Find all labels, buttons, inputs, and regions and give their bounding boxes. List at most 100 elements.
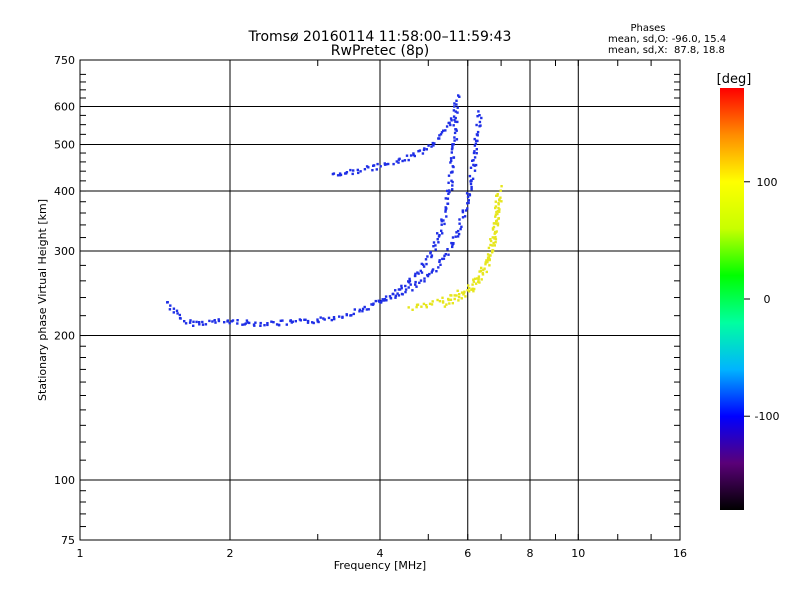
data-point (467, 199, 470, 202)
data-point (231, 319, 235, 322)
data-point (253, 324, 256, 327)
data-point (470, 179, 473, 183)
data-point (430, 303, 434, 306)
data-point (473, 287, 476, 291)
data-point (454, 110, 457, 113)
data-point (452, 115, 456, 118)
data-point (452, 109, 456, 112)
data-point (345, 171, 349, 174)
data-point (489, 239, 493, 243)
data-point (493, 232, 496, 235)
y-tick-label: 100 (54, 474, 75, 487)
data-point (484, 263, 487, 266)
data-point (451, 180, 454, 184)
data-point (475, 123, 478, 127)
data-point (467, 284, 470, 287)
data-point (458, 95, 461, 98)
data-point (474, 282, 478, 285)
data-point (485, 270, 488, 274)
data-point (438, 260, 441, 263)
data-point (465, 192, 469, 195)
data-point (458, 218, 461, 221)
data-point (457, 232, 461, 236)
data-point (461, 209, 464, 212)
data-point (471, 283, 474, 286)
data-point (398, 288, 402, 291)
data-point (435, 270, 438, 273)
data-point (449, 161, 452, 164)
data-point (494, 241, 497, 244)
data-point (392, 162, 395, 166)
data-point (400, 292, 404, 296)
data-point (453, 118, 456, 122)
data-point (436, 298, 439, 302)
data-point (349, 168, 352, 172)
data-point (396, 292, 399, 295)
data-point (198, 321, 201, 324)
data-point (481, 272, 484, 275)
data-point (468, 174, 472, 178)
data-point (455, 103, 458, 106)
data-point (379, 165, 382, 168)
data-point (499, 196, 502, 199)
data-point (440, 223, 443, 226)
data-point (488, 258, 491, 262)
data-point (421, 152, 425, 155)
x-tick-label: 16 (673, 547, 687, 560)
data-point (456, 229, 460, 233)
data-point (439, 133, 443, 136)
phase-stats-line1: mean, sd,O: -96.0, 15.4 (608, 34, 726, 45)
data-point (478, 125, 481, 128)
data-point (497, 217, 500, 220)
data-point (478, 270, 481, 273)
data-point (454, 235, 457, 238)
data-point (469, 182, 473, 186)
data-point (445, 303, 448, 306)
data-point (183, 320, 186, 323)
data-point (455, 231, 458, 234)
data-point (489, 238, 492, 241)
data-point (409, 283, 412, 286)
colorbar-ticks: 100 0 -100 (744, 176, 779, 423)
data-point (419, 269, 422, 273)
data-point (475, 148, 478, 151)
data-point (425, 306, 428, 309)
data-point (475, 152, 478, 155)
data-point (446, 189, 449, 193)
data-point (365, 165, 369, 168)
data-point (461, 216, 465, 219)
data-point (285, 323, 288, 326)
data-point (405, 154, 409, 157)
data-point (497, 206, 500, 210)
data-point (172, 311, 175, 314)
data-point (385, 299, 388, 302)
data-point (211, 320, 214, 323)
data-point (450, 179, 453, 182)
data-point (394, 296, 397, 299)
data-point (471, 159, 474, 162)
grid-lines (80, 60, 680, 540)
data-point (494, 235, 497, 239)
colorbar-tick-label: -100 (755, 410, 780, 423)
data-point (450, 151, 453, 154)
data-point (493, 244, 496, 247)
data-point (467, 290, 471, 293)
data-point (352, 169, 355, 172)
data-point (453, 131, 457, 135)
data-point (468, 287, 471, 290)
data-point (440, 229, 443, 232)
data-points (166, 94, 503, 327)
data-point (359, 170, 362, 173)
data-point (279, 319, 282, 322)
data-point (441, 257, 444, 261)
data-point (430, 254, 434, 257)
data-point (444, 210, 447, 213)
data-point (470, 188, 473, 191)
data-point (319, 316, 322, 319)
data-point (401, 159, 404, 163)
data-point (333, 317, 336, 321)
data-point (428, 302, 432, 305)
data-point (496, 193, 499, 196)
data-point (408, 277, 411, 281)
data-point (387, 162, 390, 166)
